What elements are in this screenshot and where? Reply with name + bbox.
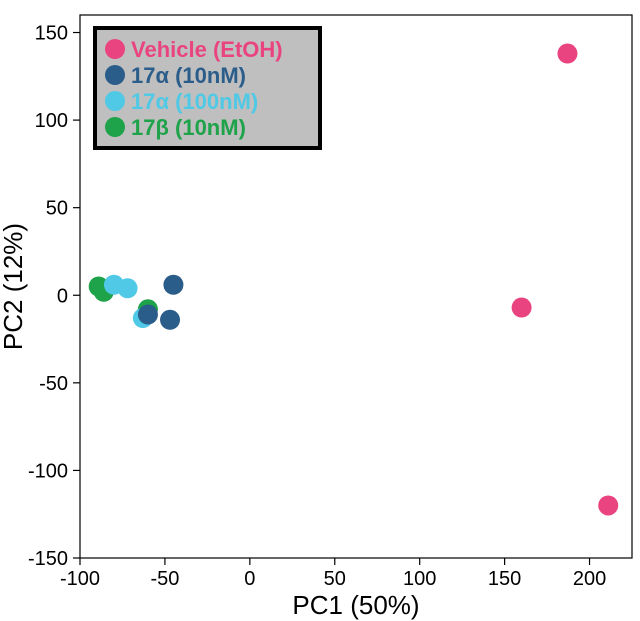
y-tick-label: 100 — [35, 110, 68, 132]
pca-scatter-chart: -100-50050100150200-150-100-50050100150P… — [0, 0, 640, 621]
legend-marker — [105, 39, 125, 59]
x-tick-label: 200 — [573, 568, 606, 590]
legend-label: Vehicle (EtOH) — [131, 37, 283, 62]
data-point — [163, 275, 183, 295]
x-tick-label: 50 — [324, 568, 346, 590]
legend-label: 17α (100nM) — [131, 89, 258, 114]
y-tick-label: 150 — [35, 23, 68, 45]
legend-marker — [105, 91, 125, 111]
legend-label: 17β (10nM) — [131, 115, 246, 140]
x-tick-label: 100 — [403, 568, 436, 590]
legend: Vehicle (EtOH)17α (10nM)17α (100nM)17β (… — [95, 28, 320, 148]
y-tick-label: 50 — [46, 198, 68, 220]
legend-marker — [105, 117, 125, 137]
chart-svg: -100-50050100150200-150-100-50050100150P… — [0, 0, 640, 621]
data-point — [138, 305, 158, 325]
y-tick-label: 0 — [57, 285, 68, 307]
y-axis-title: PC2 (12%) — [0, 223, 28, 350]
data-point — [118, 278, 138, 298]
legend-label: 17α (10nM) — [131, 63, 246, 88]
data-point — [598, 495, 618, 515]
x-axis-title: PC1 (50%) — [292, 590, 419, 620]
y-tick-label: -50 — [39, 373, 68, 395]
data-point — [512, 298, 532, 318]
legend-marker — [105, 65, 125, 85]
x-tick-label: 150 — [488, 568, 521, 590]
y-tick-label: -100 — [28, 460, 68, 482]
x-tick-label: -100 — [60, 568, 100, 590]
x-tick-label: -50 — [150, 568, 179, 590]
data-point — [557, 44, 577, 64]
y-tick-label: -150 — [28, 548, 68, 570]
x-tick-label: 0 — [244, 568, 255, 590]
data-point — [160, 310, 180, 330]
